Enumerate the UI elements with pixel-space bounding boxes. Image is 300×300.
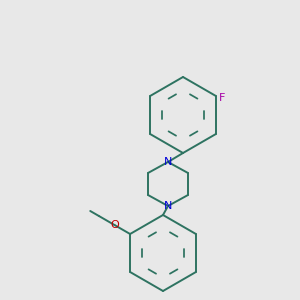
- Text: O: O: [110, 220, 119, 230]
- Text: N: N: [164, 157, 172, 167]
- Text: F: F: [219, 93, 225, 103]
- Text: N: N: [164, 201, 172, 211]
